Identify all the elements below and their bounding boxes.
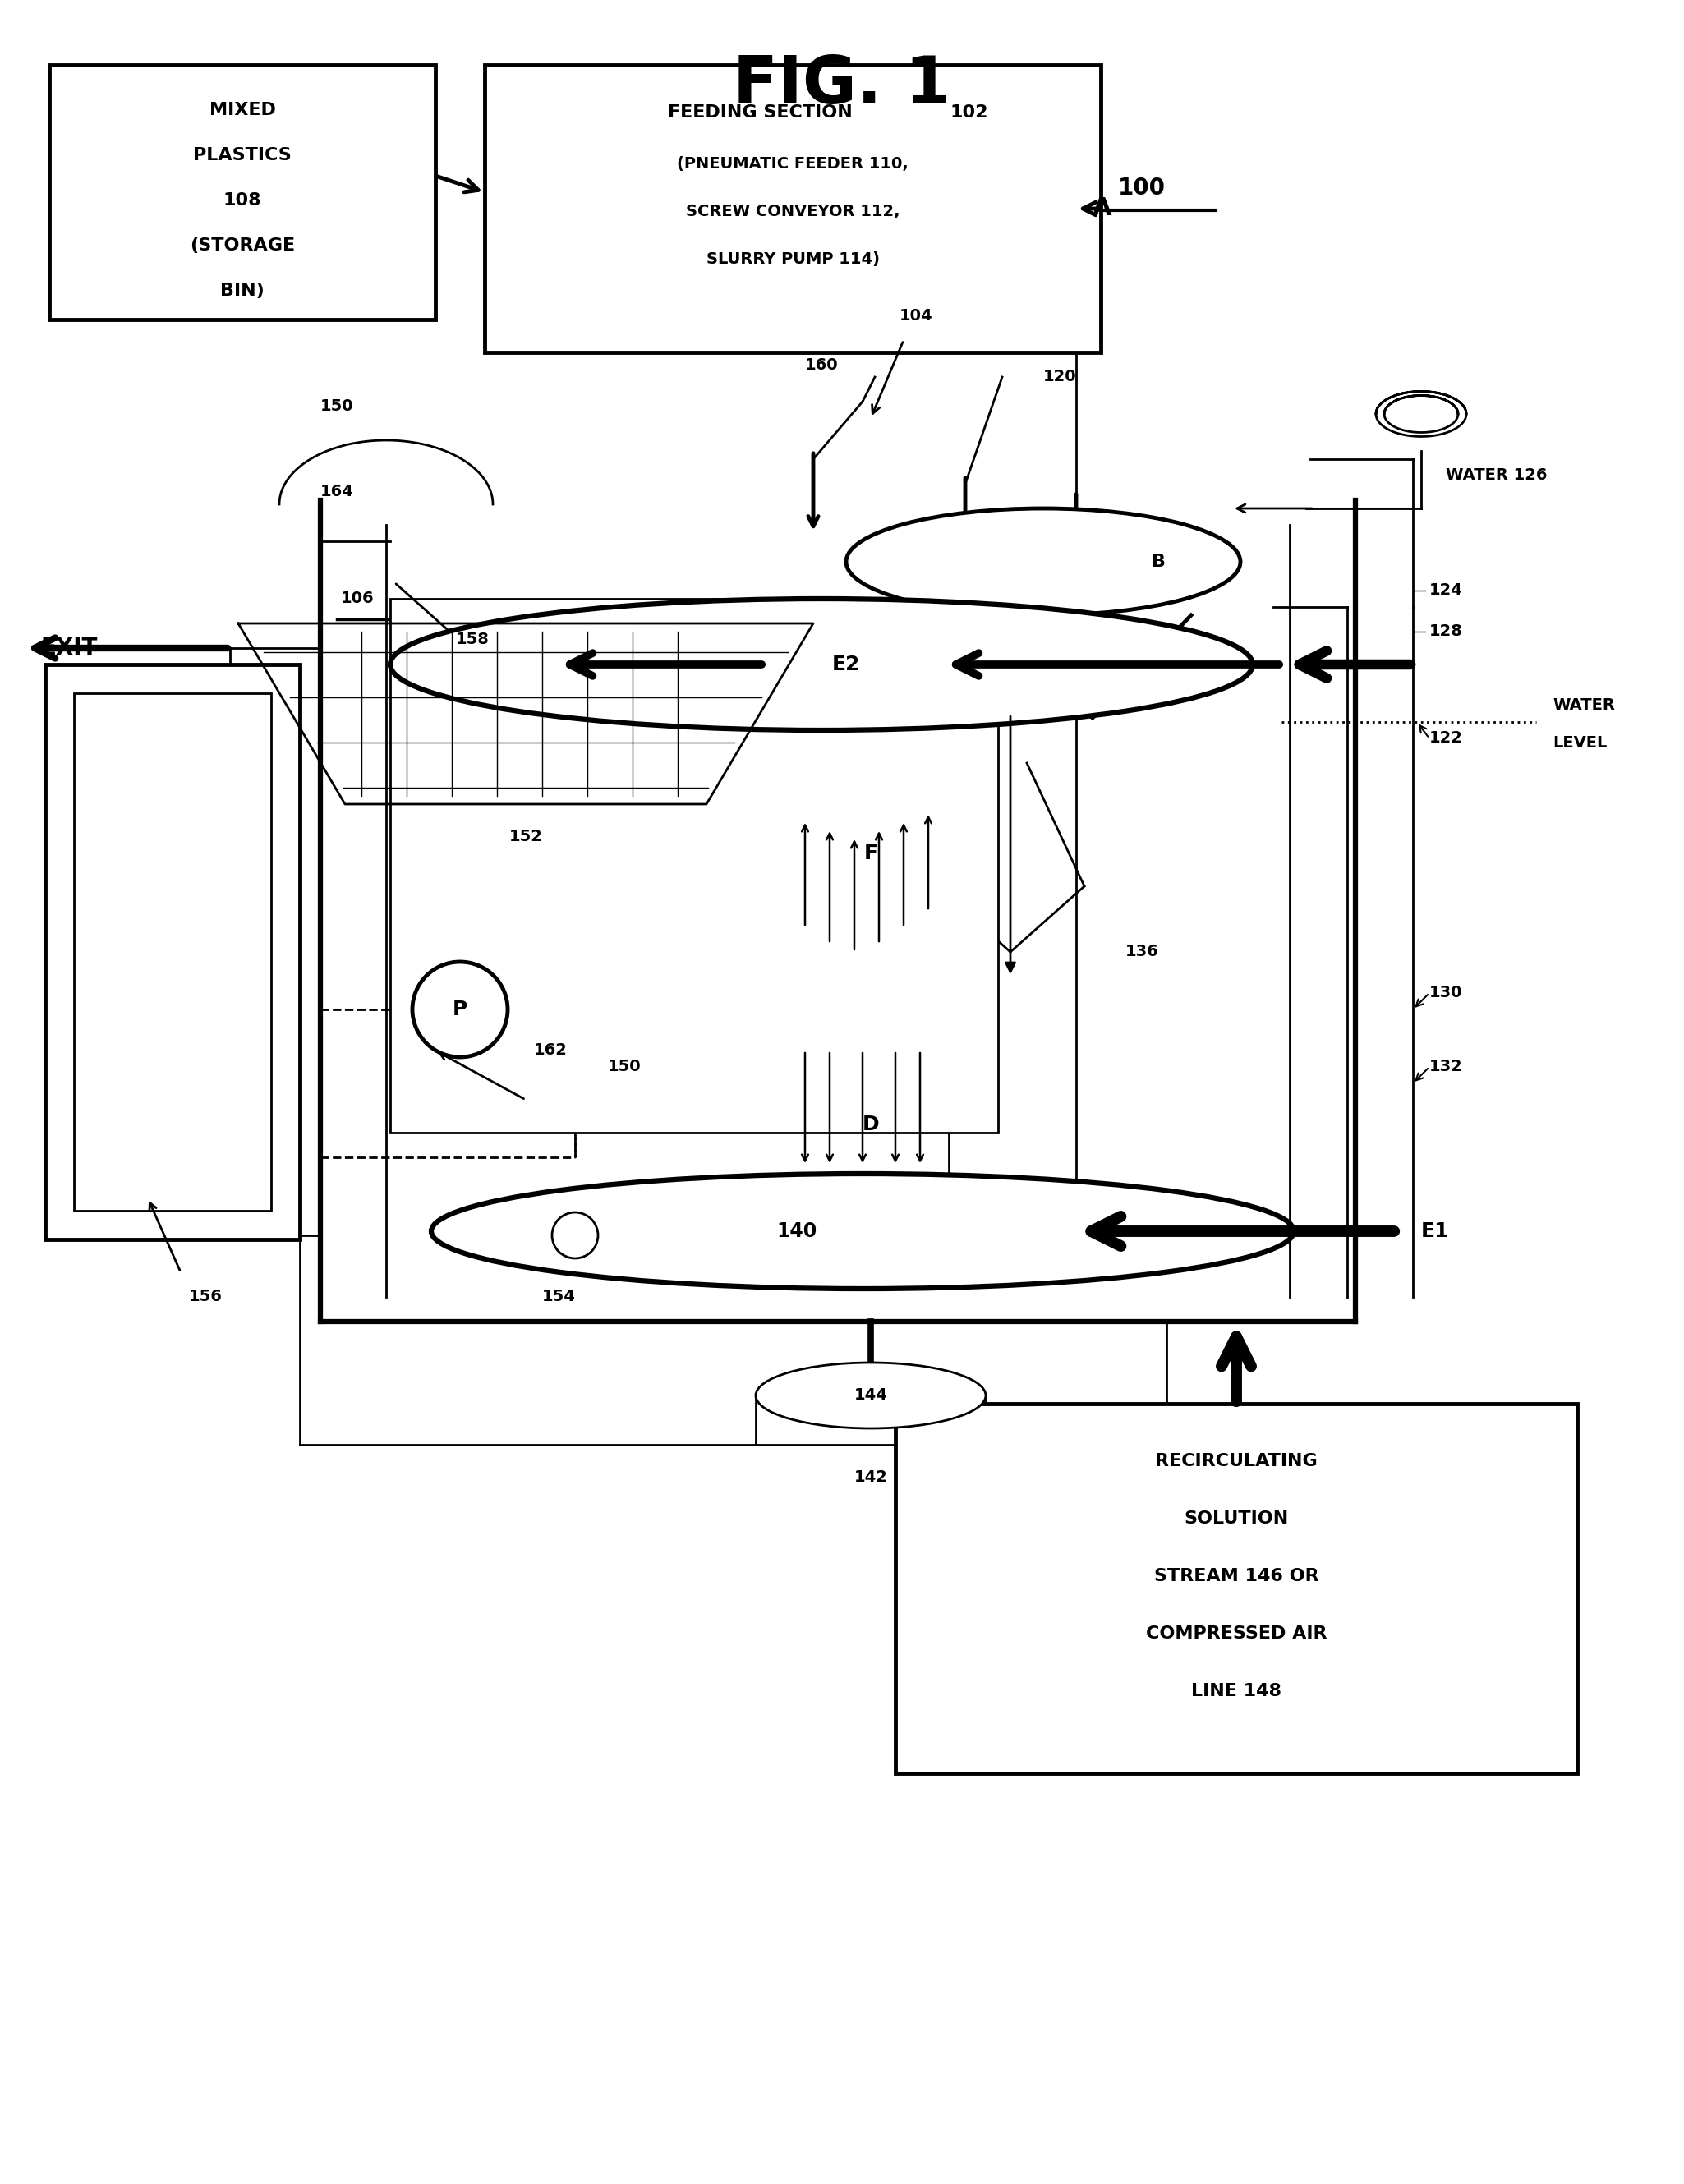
Text: WATER 126: WATER 126 (1447, 467, 1548, 483)
Text: FEEDING SECTION: FEEDING SECTION (667, 105, 852, 120)
Text: A: A (1093, 197, 1111, 221)
Text: SOLUTION: SOLUTION (1184, 1511, 1288, 1527)
Text: E1: E1 (1421, 1221, 1450, 1241)
Circle shape (413, 961, 507, 1057)
Text: 158: 158 (456, 631, 490, 649)
Text: 128: 128 (1430, 625, 1463, 640)
Text: 156: 156 (189, 1289, 222, 1304)
Text: 160: 160 (805, 356, 839, 373)
Text: E2: E2 (832, 655, 861, 675)
Text: 140: 140 (776, 1221, 817, 1241)
Text: 120: 120 (1044, 369, 1076, 384)
Ellipse shape (845, 509, 1241, 616)
Text: F: F (864, 843, 877, 863)
Text: 150: 150 (608, 1059, 642, 1075)
Text: P: P (453, 1000, 468, 1020)
Text: RECIRCULATING: RECIRCULATING (1155, 1452, 1317, 1470)
Text: (STORAGE: (STORAGE (190, 238, 295, 253)
Text: 152: 152 (509, 830, 542, 845)
Text: FIG. 1: FIG. 1 (733, 52, 951, 118)
Bar (49, 66, 436, 319)
Text: MIXED: MIXED (209, 103, 276, 118)
Text: WATER: WATER (1553, 697, 1615, 714)
Text: 162: 162 (534, 1042, 568, 1059)
Bar (896, 1404, 1578, 1773)
Ellipse shape (756, 1363, 985, 1428)
Text: SLURRY PUMP 114): SLURRY PUMP 114) (706, 251, 879, 266)
Circle shape (552, 1212, 598, 1258)
Text: 136: 136 (1125, 943, 1159, 959)
Ellipse shape (391, 598, 1253, 729)
Text: BIN): BIN) (221, 282, 264, 299)
Text: 142: 142 (854, 1470, 887, 1485)
Text: EXIT: EXIT (40, 636, 98, 660)
Text: 100: 100 (1118, 177, 1165, 199)
Text: 130: 130 (1430, 985, 1463, 1000)
Bar (45, 664, 300, 1241)
Bar (74, 692, 271, 1210)
Text: 106: 106 (340, 592, 374, 607)
Text: LINE 148: LINE 148 (1191, 1684, 1282, 1699)
Text: 122: 122 (1430, 732, 1463, 747)
Text: 102: 102 (950, 105, 989, 120)
Text: 154: 154 (542, 1289, 576, 1304)
Text: 108: 108 (224, 192, 261, 210)
Text: (PNEUMATIC FEEDER 110,: (PNEUMATIC FEEDER 110, (677, 155, 908, 170)
Text: SCREW CONVEYOR 112,: SCREW CONVEYOR 112, (685, 203, 899, 218)
Text: COMPRESSED AIR: COMPRESSED AIR (1145, 1625, 1327, 1642)
Text: LEVEL: LEVEL (1553, 734, 1607, 751)
Text: 144: 144 (854, 1387, 887, 1404)
Text: D: D (862, 1114, 879, 1133)
Bar (485, 66, 1101, 352)
Text: 150: 150 (320, 397, 354, 413)
Text: STREAM 146 OR: STREAM 146 OR (1154, 1568, 1319, 1583)
Bar (391, 598, 999, 1133)
Text: 104: 104 (899, 308, 933, 323)
Text: 124: 124 (1430, 583, 1463, 598)
Text: 164: 164 (320, 485, 354, 500)
Ellipse shape (431, 1173, 1293, 1289)
Text: PLASTICS: PLASTICS (194, 146, 291, 164)
Text: B: B (1152, 553, 1165, 570)
Text: 132: 132 (1430, 1059, 1463, 1075)
